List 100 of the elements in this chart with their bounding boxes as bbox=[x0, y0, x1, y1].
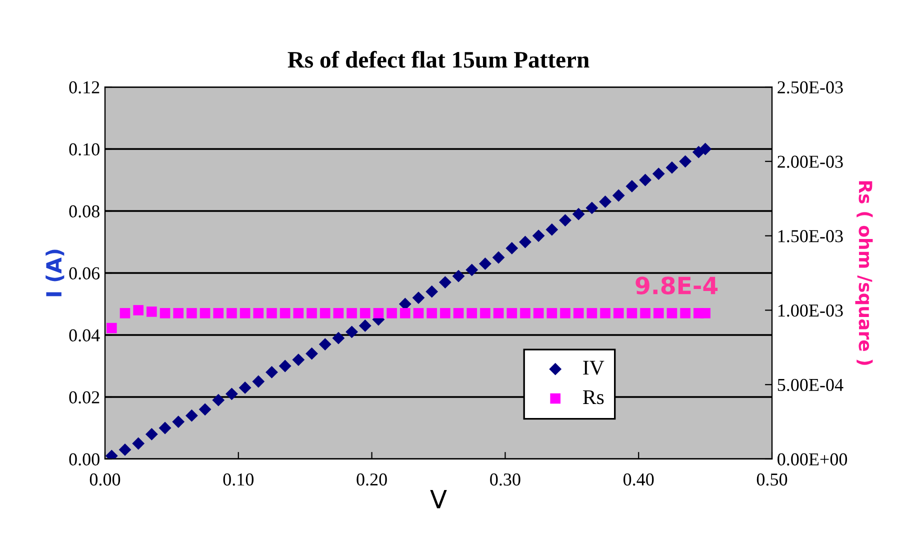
point bbox=[320, 308, 330, 318]
point bbox=[680, 308, 690, 318]
y-tick-label: 0.10 bbox=[69, 143, 100, 156]
point bbox=[572, 208, 585, 220]
point bbox=[238, 381, 252, 394]
point bbox=[332, 332, 345, 344]
point bbox=[699, 142, 712, 156]
point bbox=[640, 308, 650, 318]
chart-title: Rs of defect flat 15um Pattern bbox=[288, 50, 590, 68]
point bbox=[133, 305, 144, 316]
point bbox=[639, 174, 652, 186]
point bbox=[172, 416, 185, 428]
point bbox=[466, 264, 478, 276]
y2-tick-label: 1.50E-03 bbox=[778, 230, 843, 242]
point bbox=[546, 308, 558, 318]
point bbox=[533, 308, 544, 318]
point bbox=[560, 308, 570, 318]
x-axis-title: V bbox=[430, 490, 447, 508]
point bbox=[212, 394, 225, 406]
point bbox=[412, 292, 425, 304]
y2-tick-label: 2.50E-03 bbox=[778, 81, 843, 94]
y-tick-label: 0.12 bbox=[69, 81, 100, 94]
point bbox=[118, 443, 132, 456]
point bbox=[652, 168, 665, 180]
point bbox=[360, 308, 370, 318]
point bbox=[426, 308, 437, 318]
point bbox=[700, 308, 710, 318]
x-tick-label: 0.20 bbox=[356, 473, 387, 486]
point bbox=[253, 308, 264, 318]
point bbox=[306, 308, 317, 318]
point bbox=[186, 308, 197, 318]
x-tick-label: 0.30 bbox=[490, 473, 520, 486]
point bbox=[573, 308, 584, 318]
point bbox=[506, 242, 518, 254]
point bbox=[292, 354, 305, 366]
point bbox=[492, 251, 505, 264]
point bbox=[679, 155, 692, 168]
y2-tick-label: 1.00E-03 bbox=[778, 304, 843, 317]
point bbox=[213, 308, 224, 318]
point bbox=[186, 409, 198, 422]
y2-tick-label: 2.00E-03 bbox=[778, 156, 843, 168]
point bbox=[200, 308, 210, 318]
point bbox=[480, 308, 490, 318]
point bbox=[453, 308, 464, 318]
point bbox=[400, 308, 410, 318]
point bbox=[226, 388, 238, 400]
point bbox=[173, 308, 184, 318]
point bbox=[666, 308, 678, 318]
point bbox=[358, 319, 372, 332]
point bbox=[612, 189, 625, 202]
point bbox=[506, 308, 518, 318]
point bbox=[493, 308, 504, 318]
x-tick-label: 0.00 bbox=[90, 473, 120, 486]
y2-axis-title: Rs ( ohm /square ) bbox=[855, 181, 873, 365]
point bbox=[532, 230, 545, 242]
point bbox=[373, 308, 384, 318]
y-axis-title: I (A) bbox=[46, 250, 64, 296]
point bbox=[226, 308, 237, 318]
point bbox=[438, 276, 452, 289]
point bbox=[333, 308, 344, 318]
point bbox=[466, 308, 477, 318]
y2-tick-label: 5.00E-04 bbox=[778, 378, 844, 392]
point bbox=[626, 180, 638, 192]
point bbox=[160, 308, 170, 318]
point bbox=[318, 338, 332, 351]
y-tick-label: 0.00 bbox=[69, 453, 100, 466]
point bbox=[120, 308, 130, 318]
point bbox=[346, 308, 357, 318]
point bbox=[613, 308, 624, 318]
point bbox=[306, 347, 318, 360]
point bbox=[478, 257, 492, 270]
point bbox=[278, 360, 292, 372]
point bbox=[519, 236, 532, 248]
point bbox=[146, 306, 157, 317]
y-tick-label: 0.08 bbox=[69, 205, 100, 218]
point bbox=[386, 308, 397, 318]
point bbox=[586, 308, 598, 318]
point bbox=[666, 161, 678, 174]
point bbox=[626, 308, 638, 318]
point bbox=[106, 322, 117, 334]
point bbox=[240, 308, 250, 318]
point bbox=[252, 375, 265, 388]
point bbox=[653, 308, 664, 318]
y-tick-label: 0.02 bbox=[69, 391, 100, 404]
point bbox=[266, 308, 277, 318]
point bbox=[520, 308, 530, 318]
point bbox=[280, 308, 290, 318]
legend-label: IV bbox=[583, 360, 604, 375]
y-tick-label: 0.06 bbox=[69, 267, 100, 280]
y2-tick-label: 0.00E+00 bbox=[778, 453, 848, 466]
y-tick-label: 0.04 bbox=[69, 329, 100, 342]
point bbox=[452, 270, 465, 282]
x-tick-label: 0.10 bbox=[223, 473, 254, 486]
x-tick-label: 0.50 bbox=[756, 473, 788, 486]
annotation: 9.8E-4 bbox=[636, 276, 718, 294]
point bbox=[586, 202, 598, 214]
point bbox=[293, 308, 304, 318]
point bbox=[440, 308, 450, 318]
point bbox=[413, 308, 424, 318]
point bbox=[132, 437, 145, 450]
